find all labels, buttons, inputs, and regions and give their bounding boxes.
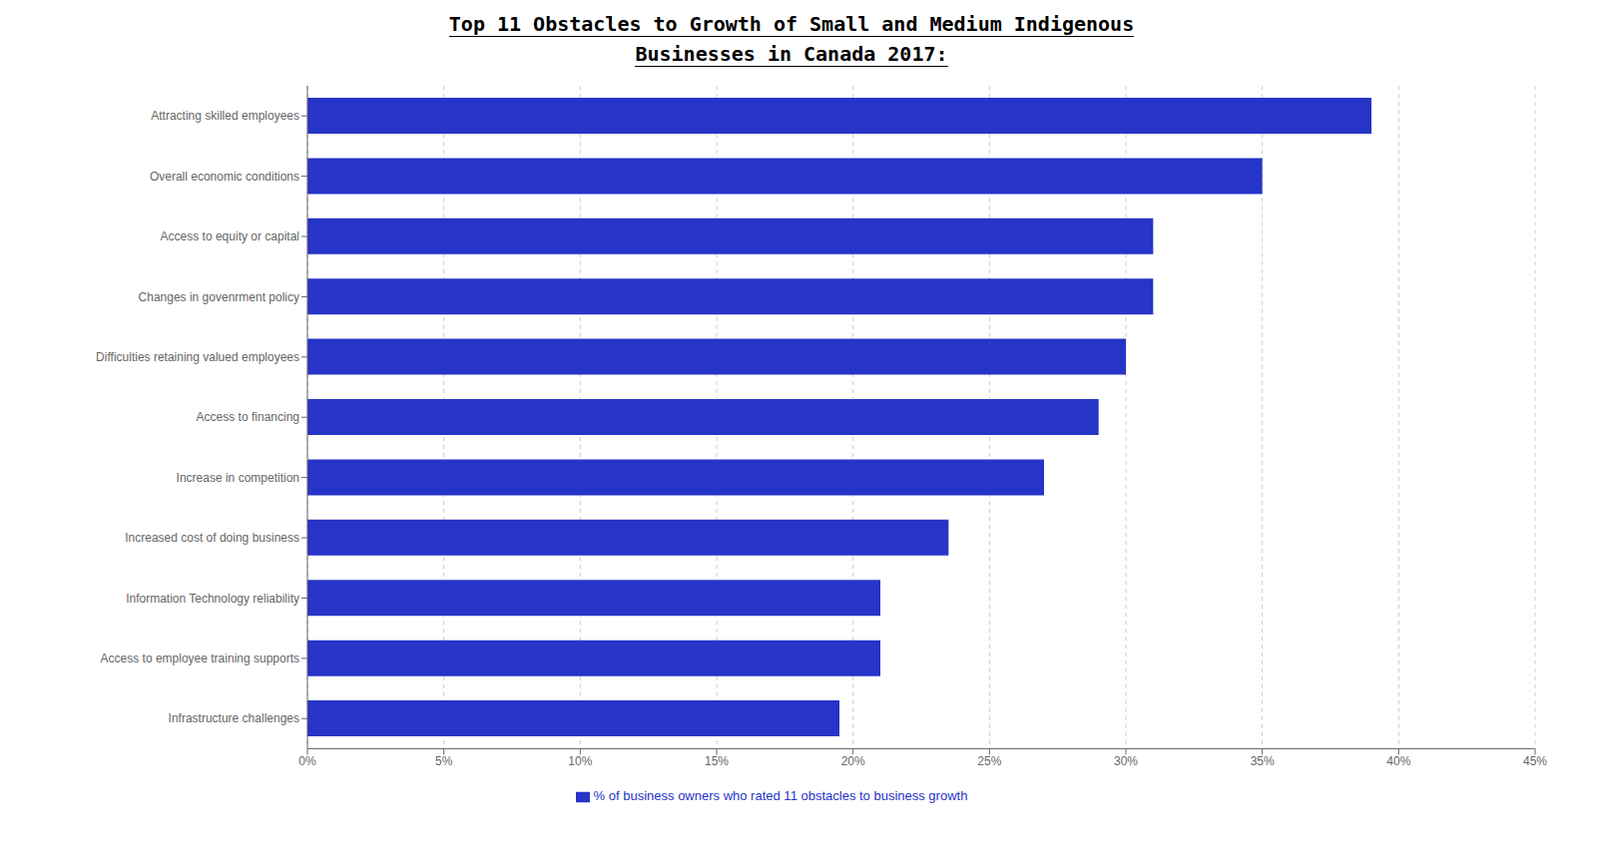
svg-text:Changes in govenrment policy: Changes in govenrment policy: [138, 290, 300, 305]
svg-text:15%: 15%: [704, 754, 729, 769]
svg-text:45%: 45%: [1523, 754, 1548, 769]
svg-text:30%: 30%: [1113, 754, 1138, 769]
html-text:% of business owners who rated: % of business owners who rated 11 obstac…: [593, 788, 968, 804]
svg-text:Infrastructure challenges: Infrastructure challenges: [168, 711, 300, 726]
svg-text:Access to employee training su: Access to employee training supports: [100, 651, 300, 666]
svg-text:Information Technology reliabi: Information Technology reliability: [125, 591, 300, 606]
html-text:Top 11 Obstacles to Growth of: Top 11 Obstacles to Growth of Small and …: [448, 11, 1135, 36]
svg-text:Access to equity or capital: Access to equity or capital: [160, 229, 300, 244]
svg-text:Increased cost of doing busine: Increased cost of doing business: [124, 531, 300, 545]
svg-text:Difficulties retaining valued: Difficulties retaining valued employees: [95, 350, 300, 365]
svg-text:0%: 0%: [298, 754, 317, 769]
svg-text:40%: 40%: [1386, 754, 1411, 769]
svg-text:35%: 35%: [1250, 754, 1275, 769]
svg-text:10%: 10%: [567, 754, 592, 769]
html-text:Businesses in Canada 2017:: Businesses in Canada 2017:: [635, 41, 948, 66]
svg-text:25%: 25%: [977, 754, 1002, 769]
svg-text:20%: 20%: [841, 754, 866, 769]
svg-text:5%: 5%: [435, 754, 454, 769]
svg-text:Attracting skilled employees: Attracting skilled employees: [150, 108, 300, 123]
svg-text:Increase in competition: Increase in competition: [176, 471, 300, 486]
svg-text:Overall economic conditions: Overall economic conditions: [149, 169, 300, 184]
svg-text:Access to financing: Access to financing: [196, 410, 300, 425]
